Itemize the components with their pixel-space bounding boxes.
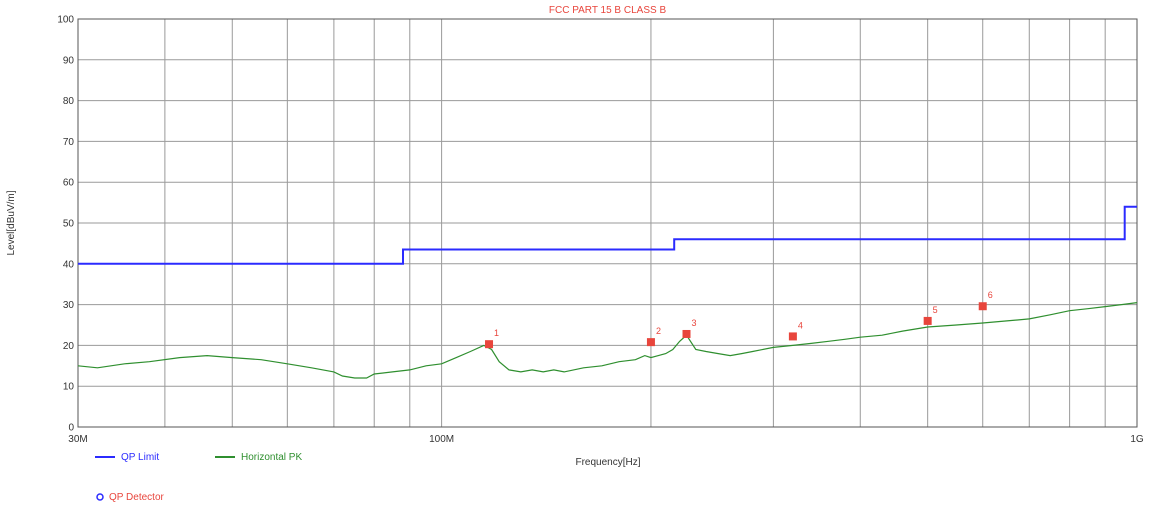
markers-layer: 1 2 3 4 5 6	[485, 290, 993, 349]
x-axis-label: Frequency[Hz]	[575, 457, 640, 468]
y-tick-label: 40	[63, 259, 75, 270]
plot-frame	[77, 18, 1138, 428]
marker-point	[788, 332, 797, 341]
marker-point	[978, 302, 987, 311]
marker-label: 3	[692, 318, 697, 328]
marker-point	[485, 340, 494, 349]
series-layer	[77, 205, 1138, 379]
y-tick-label: 70	[63, 137, 75, 148]
legend-swatch	[96, 493, 104, 501]
marker-point	[682, 329, 691, 338]
series-qp-limit	[78, 205, 1137, 265]
legend-label: Horizontal PK	[241, 452, 302, 463]
marker-label: 1	[494, 328, 499, 338]
y-axis-ticks: 0 10 20 30 40 50 60 70 80 90 100	[57, 15, 74, 434]
x-tick-label: 30M	[68, 434, 87, 445]
y-axis-label: Level[dBuV/m]	[6, 190, 17, 255]
x-tick-label: 100M	[429, 434, 454, 445]
y-tick-label: 90	[63, 55, 75, 66]
legend: QP Limit Horizontal PK QP Detector	[95, 452, 302, 503]
marker-point	[646, 338, 655, 347]
marker-label: 5	[933, 305, 938, 315]
marker-point	[923, 316, 932, 325]
legend-label: QP Limit	[121, 452, 159, 463]
y-tick-label: 30	[63, 300, 75, 311]
marker-label: 4	[798, 320, 803, 330]
y-tick-label: 60	[63, 178, 75, 189]
y-tick-label: 20	[63, 341, 75, 352]
y-tick-label: 100	[57, 15, 74, 26]
marker-label: 6	[988, 290, 993, 300]
y-tick-label: 10	[63, 382, 75, 393]
x-tick-label: 1G	[1130, 434, 1144, 445]
series-horizontal-pk	[77, 302, 1138, 379]
y-tick-label: 80	[63, 96, 75, 107]
legend-label: QP Detector	[109, 492, 165, 503]
chart-grid	[78, 18, 1137, 428]
chart-title: FCC PART 15 B CLASS B	[549, 5, 667, 16]
x-axis-ticks: 30M 100M 1G	[68, 434, 1144, 445]
y-tick-label: 50	[63, 219, 75, 230]
y-tick-label: 0	[68, 423, 74, 434]
marker-label: 2	[656, 326, 661, 336]
